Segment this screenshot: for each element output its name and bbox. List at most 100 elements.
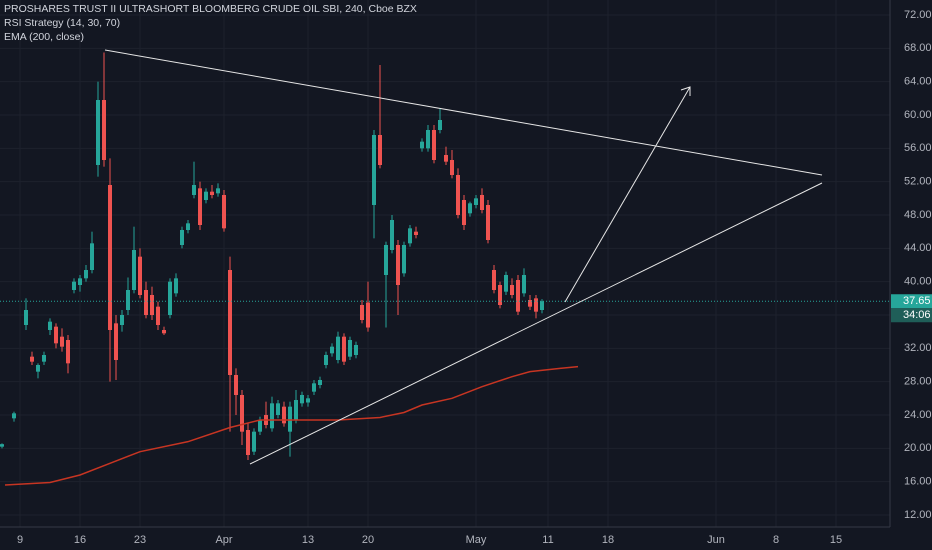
candle-body xyxy=(282,406,287,424)
x-tick-label: Jun xyxy=(707,534,725,546)
candle-body xyxy=(498,285,503,305)
countdown-box xyxy=(891,308,932,323)
candle-body xyxy=(174,278,179,294)
candle-body xyxy=(504,275,509,292)
chart-title: PROSHARES TRUST II ULTRASHORT BLOOMBERG … xyxy=(4,3,417,15)
x-tick-label: 8 xyxy=(773,534,779,546)
x-tick-label: 23 xyxy=(134,534,146,546)
drawings xyxy=(104,49,823,465)
y-tick-label: 40.00 xyxy=(904,276,932,288)
candle-body xyxy=(96,100,101,165)
arrow-line[interactable] xyxy=(564,86,691,303)
indicator-label: RSI Strategy (14, 30, 70) xyxy=(4,17,120,29)
candle-body xyxy=(318,380,323,385)
candle-body xyxy=(210,191,215,195)
candle-body xyxy=(534,298,539,312)
last-price-box xyxy=(891,294,932,309)
candle-body xyxy=(402,245,407,274)
candle-body xyxy=(366,302,371,328)
y-tick-label: 48.00 xyxy=(904,209,932,221)
x-tick-label: 18 xyxy=(602,534,614,546)
countdown-label: 34:06 xyxy=(903,309,931,321)
candle-body xyxy=(30,356,35,362)
candle-body xyxy=(150,295,155,315)
y-tick-label: 32.00 xyxy=(904,342,932,354)
candle-body xyxy=(492,270,497,290)
candle-body xyxy=(444,155,449,162)
legend-entry: EMA (200, close) xyxy=(4,31,84,43)
candle-body xyxy=(12,413,17,419)
candle-body xyxy=(396,245,401,285)
candle-body xyxy=(276,403,281,415)
candle-body xyxy=(204,191,209,200)
candle-body xyxy=(54,326,59,344)
y-tick-label: 52.00 xyxy=(904,176,932,188)
candle-body xyxy=(384,245,389,275)
arrow-head xyxy=(680,86,691,96)
candle-body xyxy=(240,395,245,432)
candle-body xyxy=(36,365,41,372)
candle-body xyxy=(540,301,545,310)
candle-body xyxy=(522,275,527,294)
candle-body xyxy=(456,175,461,215)
x-tick-label: Apr xyxy=(215,534,232,546)
candle-body xyxy=(486,205,491,240)
y-tick-label: 68.00 xyxy=(904,42,932,54)
candle-body xyxy=(114,323,119,360)
candle-body xyxy=(300,395,305,404)
candle-body xyxy=(528,300,533,307)
candle-body xyxy=(450,160,455,175)
candle-body xyxy=(348,340,353,357)
y-tick-label: 72.00 xyxy=(904,9,932,21)
y-tick-label: 64.00 xyxy=(904,76,932,88)
candle-body xyxy=(108,185,113,330)
candle-body xyxy=(354,345,359,355)
x-tick-label: 9 xyxy=(17,534,23,546)
x-tick-label: 11 xyxy=(542,534,553,546)
grid xyxy=(0,0,890,527)
candle-body xyxy=(462,200,467,225)
candle-body xyxy=(426,130,431,149)
candle-body xyxy=(246,430,251,455)
candle-body xyxy=(78,278,83,285)
candle-body xyxy=(84,270,89,279)
candle-body xyxy=(516,280,521,312)
candle-body xyxy=(138,256,143,295)
candle-body xyxy=(120,315,125,325)
y-tick-label: 12.00 xyxy=(904,509,932,521)
candle-body xyxy=(360,305,365,320)
candle-body xyxy=(420,141,425,149)
candle-body xyxy=(336,336,341,360)
candle-body xyxy=(228,270,233,375)
candle-body xyxy=(126,290,131,310)
candle-body xyxy=(312,383,317,392)
candle-body xyxy=(180,230,185,245)
candle-body xyxy=(90,243,95,270)
candle-body xyxy=(258,420,263,432)
axes: 12.0016.0020.0024.0028.0032.0036.0040.00… xyxy=(17,9,932,546)
y-tick-label: 28.00 xyxy=(904,376,932,388)
candle-body xyxy=(342,336,347,362)
candle-body xyxy=(252,431,257,452)
candle-body xyxy=(390,220,395,250)
candle-body xyxy=(198,188,203,225)
trend-line[interactable] xyxy=(249,182,823,465)
candle-body xyxy=(234,375,239,395)
ema-line xyxy=(4,365,579,486)
y-tick-label: 16.00 xyxy=(904,476,932,488)
x-tick-label: 13 xyxy=(302,534,314,546)
candle-body xyxy=(270,403,275,429)
candle-body xyxy=(378,135,383,165)
y-tick-label: 44.00 xyxy=(904,242,932,254)
candle-body xyxy=(216,188,221,194)
x-tick-label: 20 xyxy=(362,534,374,546)
candle-body xyxy=(438,120,443,130)
candle-body xyxy=(192,185,197,195)
x-tick-label: May xyxy=(466,534,487,546)
trend-line[interactable] xyxy=(104,49,823,176)
candle-body xyxy=(48,321,53,330)
candle-body xyxy=(222,195,227,229)
candle-body xyxy=(474,198,479,205)
